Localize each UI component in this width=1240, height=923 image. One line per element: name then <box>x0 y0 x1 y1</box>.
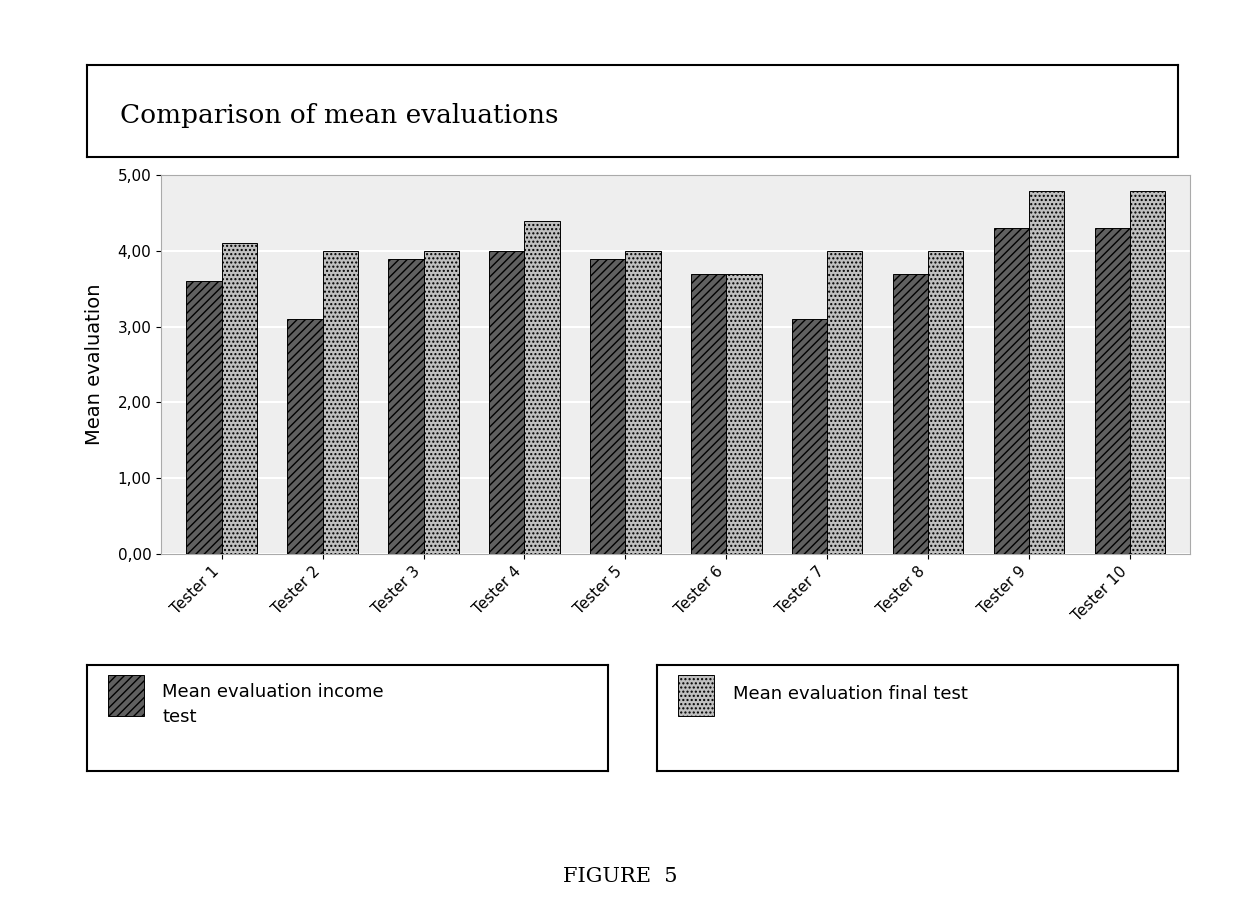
Bar <box>1095 228 1130 554</box>
Bar <box>108 676 144 715</box>
Bar <box>993 228 1029 554</box>
Bar <box>678 676 714 715</box>
Bar <box>691 274 727 554</box>
Bar <box>928 251 963 554</box>
Y-axis label: Mean evaluation: Mean evaluation <box>84 284 104 445</box>
Bar <box>625 251 661 554</box>
Bar <box>1130 190 1166 554</box>
Bar <box>893 274 928 554</box>
Bar <box>186 282 222 554</box>
Text: FIGURE  5: FIGURE 5 <box>563 868 677 886</box>
Bar <box>388 258 424 554</box>
Text: Mean evaluation income
test: Mean evaluation income test <box>162 683 384 726</box>
Bar <box>322 251 358 554</box>
Bar <box>792 319 827 554</box>
Bar <box>590 258 625 554</box>
Bar <box>424 251 459 554</box>
Bar <box>525 221 559 554</box>
Bar <box>1029 190 1064 554</box>
Text: Mean evaluation final test: Mean evaluation final test <box>733 685 967 703</box>
Text: Comparison of mean evaluations: Comparison of mean evaluations <box>119 102 558 128</box>
Bar <box>288 319 322 554</box>
Bar <box>827 251 863 554</box>
Bar <box>489 251 525 554</box>
Bar <box>727 274 761 554</box>
Bar <box>222 244 257 554</box>
